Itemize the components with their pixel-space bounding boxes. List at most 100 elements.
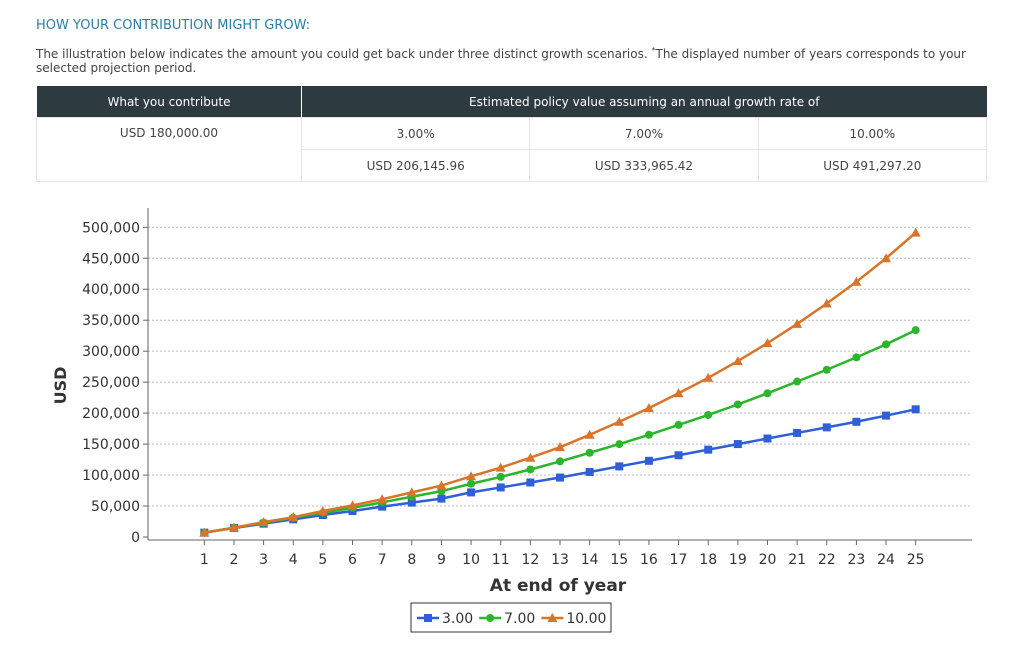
x-tick-label: 12 bbox=[521, 552, 539, 568]
data-point bbox=[673, 388, 684, 398]
data-point bbox=[555, 442, 565, 452]
cell: 10.00% bbox=[757, 117, 988, 150]
data-point bbox=[763, 434, 772, 443]
data-point bbox=[585, 448, 594, 457]
data-point bbox=[704, 410, 713, 419]
data-point bbox=[733, 440, 742, 449]
x-tick-label: 2 bbox=[229, 552, 238, 568]
y-tick-label: 100,000 bbox=[82, 468, 140, 484]
chart: 0 50,000 100,000 150,000 200,000 250,000 300,0… bbox=[51, 208, 972, 633]
data-point bbox=[674, 420, 683, 429]
legend-label: 3.00 bbox=[442, 611, 473, 627]
data-point bbox=[496, 472, 505, 481]
data-point bbox=[763, 389, 772, 398]
data-point bbox=[703, 372, 714, 382]
y-tick-label: 400,000 bbox=[82, 282, 140, 298]
series-line bbox=[204, 231, 917, 534]
data-point bbox=[881, 253, 892, 263]
data-point bbox=[733, 400, 742, 409]
data-point bbox=[317, 505, 328, 515]
data-point bbox=[496, 483, 505, 492]
y-tick-label: 350,000 bbox=[82, 313, 140, 329]
data-point bbox=[674, 451, 683, 460]
x-tick-label: 10 bbox=[462, 552, 480, 568]
data-point bbox=[793, 377, 802, 386]
x-tick-label: 20 bbox=[759, 552, 777, 568]
cell: USD 206,145.96 bbox=[300, 149, 531, 182]
x-tick-label: 16 bbox=[640, 552, 658, 568]
legend-label: 10.00 bbox=[566, 611, 606, 627]
data-point bbox=[882, 340, 891, 349]
note: The displayed number of years correspond… bbox=[36, 47, 966, 75]
data-point bbox=[615, 440, 624, 449]
data-point bbox=[495, 462, 506, 472]
x-tick-label: 15 bbox=[610, 552, 628, 568]
intro: The illustration below indicates the amo… bbox=[36, 44, 996, 75]
data-point bbox=[852, 417, 861, 426]
data-point bbox=[525, 452, 536, 462]
data-point bbox=[406, 487, 417, 497]
data-point bbox=[466, 471, 477, 481]
x-tick-label: 24 bbox=[877, 552, 895, 568]
x-tick-label: 8 bbox=[407, 552, 416, 568]
data-point bbox=[288, 512, 299, 522]
data-point bbox=[556, 473, 564, 482]
x-tick-label: 18 bbox=[699, 552, 717, 568]
data-point bbox=[732, 356, 743, 366]
note-mark: * bbox=[651, 46, 656, 55]
data-point bbox=[821, 298, 832, 308]
y-tick-label: 0 bbox=[131, 530, 140, 546]
data-point bbox=[228, 522, 239, 532]
x-tick-label: 13 bbox=[551, 552, 569, 568]
cell: USD 333,965.42 bbox=[529, 149, 759, 182]
header-cell: What you contribute bbox=[36, 86, 302, 118]
data-point bbox=[585, 467, 594, 476]
x-tick-label: 19 bbox=[729, 552, 747, 568]
heading: HOW YOUR CONTRIBUTION MIGHT GROW: bbox=[36, 18, 311, 33]
cell: USD 491,297.20 bbox=[757, 149, 988, 182]
legend-marker bbox=[547, 613, 558, 622]
data-point bbox=[377, 494, 388, 504]
data-point bbox=[615, 462, 624, 471]
data-point bbox=[793, 428, 802, 437]
x-tick-label: 9 bbox=[437, 552, 446, 568]
x-tick-label: 1 bbox=[200, 552, 209, 568]
y-tick-label: 500,000 bbox=[82, 220, 140, 236]
data-point bbox=[704, 445, 713, 454]
data-point bbox=[407, 498, 416, 507]
data-point bbox=[851, 276, 862, 286]
x-tick-label: 5 bbox=[318, 552, 327, 568]
data-point bbox=[792, 318, 803, 328]
data-point bbox=[614, 416, 625, 426]
data-point bbox=[467, 479, 476, 488]
data-point bbox=[762, 338, 773, 348]
data-point bbox=[911, 326, 920, 335]
x-tick-label: 21 bbox=[788, 552, 806, 568]
data-point bbox=[199, 527, 210, 537]
cell: 3.00% bbox=[300, 117, 531, 150]
data-point bbox=[526, 478, 535, 487]
x-tick-label: 25 bbox=[907, 552, 925, 568]
data-point bbox=[437, 494, 446, 503]
data-point bbox=[643, 403, 654, 413]
intro-text: The illustration below indicates the amo… bbox=[36, 47, 648, 61]
x-tick-label: 14 bbox=[581, 552, 599, 568]
legend-label: 7.00 bbox=[504, 611, 535, 627]
data-point bbox=[556, 457, 564, 466]
y-tick-label: 300,000 bbox=[82, 344, 140, 360]
x-tick-label: 17 bbox=[670, 552, 688, 568]
data-point bbox=[822, 365, 831, 374]
cell: 7.00% bbox=[529, 117, 759, 150]
summary-table: What you contribute Estimated policy valu… bbox=[36, 86, 988, 182]
cell: USD 180,000.00 bbox=[36, 117, 302, 182]
x-tick-label: 11 bbox=[492, 552, 510, 568]
y-tick-label: 250,000 bbox=[82, 375, 140, 391]
data-point bbox=[822, 423, 831, 432]
x-tick-label: 3 bbox=[259, 552, 268, 568]
data-point bbox=[258, 517, 269, 527]
x-tick-label: 22 bbox=[818, 552, 836, 568]
legend-marker bbox=[424, 614, 432, 622]
data-point bbox=[852, 353, 861, 362]
x-tick-label: 6 bbox=[348, 552, 357, 568]
